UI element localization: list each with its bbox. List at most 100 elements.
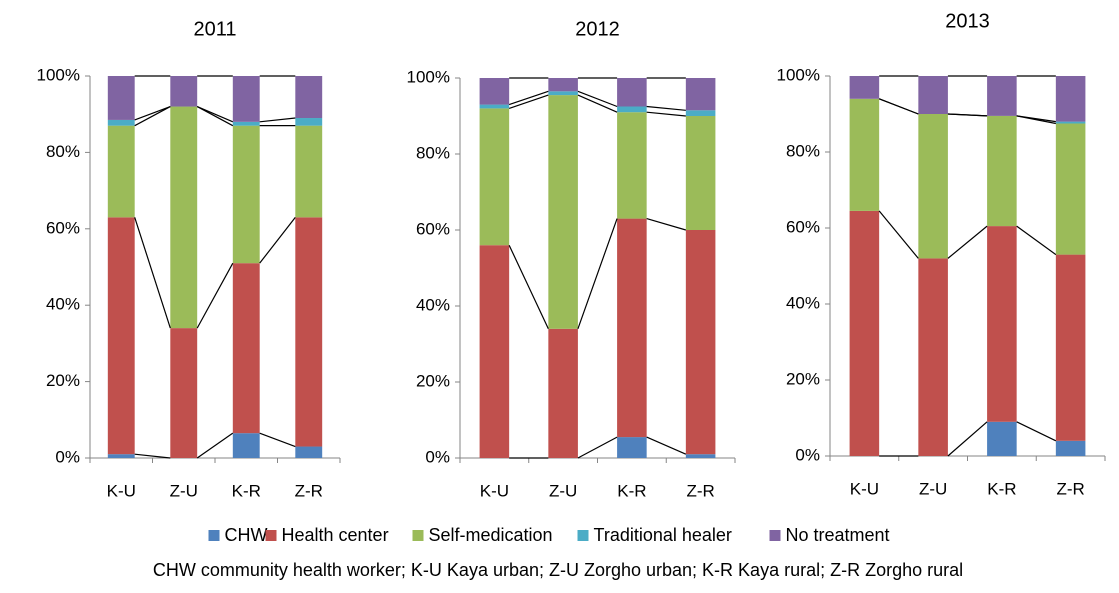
series-line (196, 262, 234, 329)
series-line (508, 94, 549, 109)
legend-label: Self-medication (429, 525, 553, 545)
bar-segment (685, 116, 716, 230)
x-tick-label: Z-U (549, 481, 577, 500)
series-line (577, 436, 618, 459)
bar-segment (685, 110, 716, 116)
y-tick-label: 100% (407, 67, 450, 86)
bar-segment (107, 119, 135, 126)
series-line (196, 432, 234, 459)
bar-segment (685, 78, 716, 111)
series-line (947, 225, 988, 259)
bar-segment (918, 76, 948, 114)
series-line (577, 90, 618, 108)
bar-segment (617, 78, 647, 107)
legend-label: Health center (282, 525, 389, 545)
bar-segment (617, 112, 647, 219)
series-line (1016, 421, 1057, 442)
y-tick-label: 100% (37, 65, 80, 84)
series-line (1016, 115, 1056, 123)
series-line (1016, 225, 1057, 256)
bar-segment (987, 421, 1017, 456)
bar-segment (617, 218, 647, 438)
series-line (134, 106, 171, 127)
y-tick-label: 100% (777, 65, 820, 84)
legend-swatch (265, 530, 277, 541)
y-tick-label: 40% (786, 293, 820, 312)
x-tick-label: Z-R (295, 481, 323, 500)
series-line (878, 210, 919, 259)
bar-segment (1055, 440, 1086, 456)
y-tick-label: 20% (416, 371, 450, 390)
y-tick-label: 0% (55, 447, 80, 466)
bar-segment (617, 437, 647, 458)
legend-swatch (577, 530, 589, 541)
bar-segment (1055, 121, 1086, 124)
bar-segment (107, 125, 135, 218)
series-line (646, 105, 686, 111)
series-line (508, 90, 549, 106)
series-line (134, 105, 171, 121)
chart-title: 2012 (575, 18, 620, 40)
x-tick-label: K-R (232, 481, 261, 500)
y-tick-label: 60% (46, 218, 80, 237)
bar-segment (548, 91, 578, 96)
bar-segment (918, 114, 948, 259)
bar-segment (1055, 254, 1086, 441)
chart-title: 2013 (945, 10, 990, 32)
bar-segment (295, 118, 323, 126)
y-tick-label: 80% (46, 142, 80, 161)
y-tick-label: 20% (46, 371, 80, 390)
bar-segment (548, 328, 578, 458)
x-tick-label: K-U (480, 481, 509, 500)
series-line (646, 436, 687, 455)
y-tick-label: 40% (46, 295, 80, 314)
y-tick-label: 60% (416, 219, 450, 238)
series-line (646, 218, 687, 231)
bar-segment (295, 125, 323, 218)
series-line (259, 216, 296, 264)
bar-segment (232, 263, 260, 434)
x-tick-label: K-R (617, 481, 646, 500)
y-tick-label: 60% (786, 217, 820, 236)
bar-segment (685, 230, 716, 455)
bar-segment (479, 108, 510, 246)
x-tick-label: Z-R (1056, 479, 1084, 498)
bar-segment (849, 210, 880, 456)
series-line (646, 111, 686, 117)
x-tick-label: K-U (107, 481, 136, 500)
series-line (134, 453, 171, 459)
bar-segment (548, 95, 578, 329)
bar-segment (295, 446, 323, 458)
bar-segment (232, 433, 260, 458)
bar-segment (479, 245, 510, 458)
series-line (508, 244, 549, 330)
bar-segment (548, 78, 578, 92)
series-line (196, 106, 234, 123)
bar-segment (232, 125, 260, 264)
legend-label: No treatment (786, 525, 890, 545)
legend-label: CHW (225, 525, 268, 545)
bar-segment (170, 328, 198, 458)
bar-segment (849, 98, 880, 211)
series-line (259, 117, 296, 123)
bar-segment (987, 226, 1017, 422)
x-tick-label: Z-R (686, 481, 714, 500)
bar-segment (170, 76, 198, 107)
series-line (878, 98, 919, 115)
bar-segment (987, 76, 1017, 116)
bar-segment (232, 121, 260, 126)
series-line (947, 113, 988, 117)
x-tick-label: K-U (850, 479, 879, 498)
y-tick-label: 80% (786, 141, 820, 160)
legend-swatch (412, 530, 424, 541)
bar-segment (1055, 123, 1086, 255)
bar-segment (107, 217, 135, 455)
bar-segment (295, 217, 323, 447)
caption: CHW community health worker; K-U Kaya ur… (153, 560, 963, 580)
bar-segment (849, 76, 880, 99)
series-line (259, 432, 296, 448)
legend-label: Traditional healer (594, 525, 732, 545)
y-tick-label: 80% (416, 143, 450, 162)
y-tick-label: 40% (416, 295, 450, 314)
